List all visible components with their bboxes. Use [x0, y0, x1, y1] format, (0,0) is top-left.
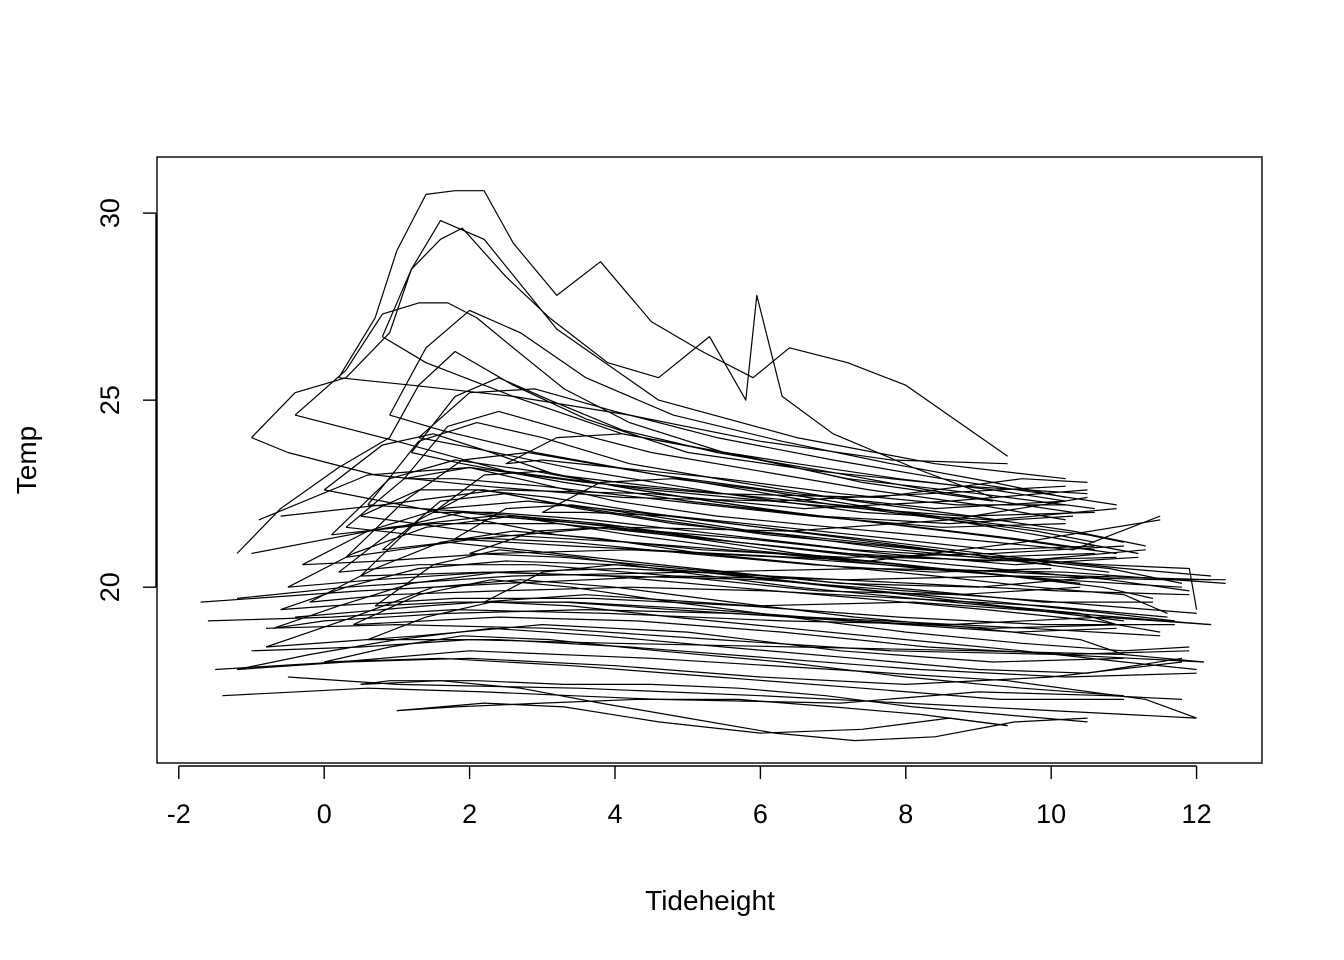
- x-tick-label: -2: [167, 799, 191, 829]
- series-line-11: [236, 350, 1088, 554]
- series-line-15: [338, 190, 1008, 457]
- series-line-17: [381, 227, 994, 498]
- series-line-83: [280, 560, 1175, 622]
- series-line-65: [367, 601, 1197, 671]
- series-line-44: [389, 414, 1066, 510]
- series-line-80: [360, 515, 1183, 588]
- series-line-4: [222, 687, 1183, 704]
- x-tick-label: 0: [317, 799, 332, 829]
- series-line-3: [287, 676, 1197, 719]
- series-line-55: [331, 459, 1117, 555]
- series-line-23: [345, 466, 1161, 551]
- series-line-58: [404, 478, 1066, 528]
- series-line-70: [302, 549, 1212, 581]
- series-line-81: [483, 564, 1117, 626]
- series-line-43: [389, 309, 1066, 498]
- series-line-64: [455, 537, 1052, 573]
- series-line-19: [294, 302, 1095, 510]
- series-line-62: [375, 601, 1124, 629]
- y-tick-label: 25: [95, 385, 125, 415]
- x-tick-label: 2: [462, 799, 477, 829]
- series-line-13: [251, 220, 1066, 480]
- series-line-31: [236, 627, 1183, 674]
- series-line-67: [505, 433, 1066, 502]
- series-line-68: [505, 459, 1066, 506]
- series-line-61: [374, 549, 1124, 622]
- series-line-73: [469, 526, 1154, 599]
- series-line-48: [353, 616, 1190, 656]
- series-line-16: [338, 377, 1008, 465]
- series-line-42: [411, 451, 1074, 525]
- x-axis: -2 0 2 4 6 8 10 12: [167, 765, 1212, 829]
- series-line-36: [360, 680, 1088, 723]
- x-tick-label: 10: [1036, 799, 1066, 829]
- series-line-33: [396, 702, 1008, 734]
- series-line-59: [273, 571, 1161, 633]
- series-line-32: [236, 657, 1183, 686]
- series-line-9: [258, 466, 1088, 521]
- series-line-75: [324, 635, 1124, 697]
- y-axis: 20 25 30: [95, 198, 157, 602]
- series-line-66: [367, 638, 1197, 678]
- x-axis-title: Tideheight: [645, 885, 775, 916]
- series-line-21: [323, 433, 1125, 543]
- series-line-78: [418, 437, 1117, 521]
- series-line-41: [410, 377, 1074, 513]
- series-line-71: [542, 478, 1095, 543]
- series-line-69: [302, 500, 1212, 577]
- series-line-74: [469, 552, 1153, 603]
- series-line-56: [331, 522, 1117, 562]
- series-line-82: [484, 601, 1117, 633]
- series-line-54: [287, 567, 1190, 596]
- series-line-34: [396, 698, 1008, 727]
- series-line-7: [251, 638, 1204, 663]
- series-line-72: [542, 511, 1095, 551]
- series-line-47: [353, 579, 1190, 652]
- x-tick-label: 6: [753, 799, 768, 829]
- series-line-84: [280, 597, 1175, 626]
- y-tick-label: 30: [95, 198, 125, 228]
- x-tick-label: 4: [607, 799, 622, 829]
- x-tick-label: 12: [1182, 799, 1212, 829]
- y-axis-title: Temp: [11, 426, 42, 494]
- plot-frame: [156, 156, 1263, 764]
- series-line-30: [265, 623, 1124, 663]
- series-line-76: [324, 657, 1124, 701]
- series-line-52: [433, 511, 1095, 558]
- series-line-35: [360, 680, 1088, 742]
- y-tick-label: 20: [95, 572, 125, 602]
- series-line-57: [403, 410, 1066, 521]
- series-line-45: [367, 422, 1146, 547]
- series-line-50: [338, 564, 1081, 596]
- series-layer: [200, 190, 1226, 742]
- series-line-5: [207, 608, 1212, 626]
- x-tick-label: 8: [898, 799, 913, 829]
- series-line-79: [360, 489, 1183, 584]
- series-line-77: [418, 388, 1117, 506]
- series-line-60: [273, 608, 1161, 637]
